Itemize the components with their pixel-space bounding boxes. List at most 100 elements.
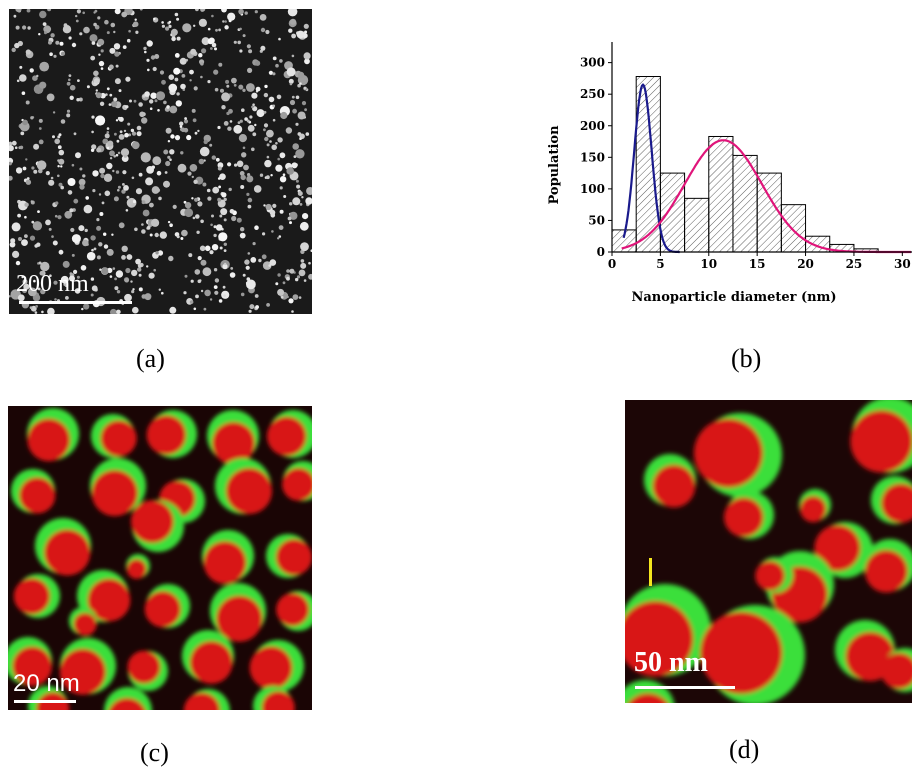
sem-particle <box>58 182 63 187</box>
sem-particle <box>106 162 113 170</box>
sem-particle <box>97 38 105 46</box>
sem-particle <box>136 131 142 137</box>
sem-particle <box>62 25 72 34</box>
sem-particle <box>215 224 223 231</box>
sem-particle <box>170 28 178 36</box>
sem-particle <box>106 127 110 130</box>
sem-particle <box>279 152 286 159</box>
sem-particle <box>146 40 153 47</box>
sem-particle <box>222 20 225 23</box>
sem-particle <box>241 152 247 158</box>
map-c-particles <box>8 408 312 710</box>
sem-particle <box>121 155 129 163</box>
sem-particle <box>181 61 185 65</box>
sem-particle <box>183 200 187 204</box>
sem-particle <box>106 87 110 91</box>
sem-particle <box>242 273 246 277</box>
sem-particle <box>124 277 129 283</box>
sem-particle <box>220 88 224 93</box>
sem-particle <box>227 162 232 167</box>
sem-particle <box>229 272 236 278</box>
sem-particle <box>25 179 32 185</box>
sem-particle <box>22 119 28 126</box>
sem-particle <box>184 208 194 218</box>
sem-particle <box>17 294 25 302</box>
sem-particle <box>141 200 146 205</box>
sem-particle <box>272 56 277 61</box>
sem-particle <box>279 59 283 63</box>
sem-particle <box>118 134 125 140</box>
sem-particle <box>266 303 270 307</box>
caption-b: (b) <box>731 344 762 373</box>
sem-particle <box>289 202 293 206</box>
sem-particle <box>137 267 142 272</box>
sem-particle <box>17 213 21 218</box>
sem-particle <box>24 215 27 219</box>
sem-particle <box>308 273 312 280</box>
sem-particle <box>195 9 199 12</box>
particle-red-core <box>130 500 174 543</box>
sem-particle <box>145 177 154 186</box>
particle-red-core <box>73 612 97 636</box>
sem-particle <box>297 83 301 88</box>
sem-particle <box>60 275 69 284</box>
sem-particle <box>151 186 160 194</box>
sem-particle <box>73 198 79 204</box>
sem-particle <box>226 84 230 88</box>
sem-particle <box>242 34 246 38</box>
sem-particle <box>233 124 243 134</box>
sem-particle <box>176 235 180 239</box>
sem-particle <box>149 233 153 237</box>
sem-particle <box>221 9 227 13</box>
sem-particle <box>106 31 110 35</box>
sem-particle <box>11 140 17 146</box>
sem-particle <box>199 245 206 252</box>
sem-particle <box>74 288 81 294</box>
sem-particle <box>79 167 83 171</box>
sem-particle <box>129 99 132 103</box>
sem-particle <box>301 196 304 199</box>
sem-particle <box>299 221 309 231</box>
sem-particle <box>286 295 289 299</box>
sem-particle <box>240 292 245 297</box>
sem-particle <box>132 199 137 204</box>
sem-particle <box>113 155 116 158</box>
sem-particle <box>126 38 131 43</box>
sem-particle <box>104 190 111 197</box>
sem-particle <box>54 214 58 218</box>
sem-particle <box>203 307 207 311</box>
sem-particle <box>159 70 165 75</box>
sem-particle <box>247 252 251 255</box>
sem-particle <box>303 52 311 60</box>
sem-particle <box>143 46 147 51</box>
caption-c: (c) <box>140 738 169 767</box>
sem-particle <box>114 51 120 57</box>
sem-particle <box>132 306 139 314</box>
sem-particle <box>21 239 28 247</box>
sem-particle <box>217 177 221 180</box>
sem-particle <box>20 131 25 136</box>
sem-particle <box>126 254 133 260</box>
sem-particle <box>189 300 194 304</box>
particle-red-core <box>216 595 263 642</box>
x-axis-title: Nanoparticle diameter (nm) <box>631 290 836 305</box>
sem-particle <box>277 273 281 277</box>
sem-particle <box>94 9 98 13</box>
sem-particle <box>38 33 41 36</box>
sem-particle <box>167 140 171 143</box>
sem-particle <box>170 134 175 139</box>
sem-particle <box>58 249 64 255</box>
sem-particle <box>218 28 222 32</box>
sem-particle <box>218 232 228 242</box>
y-tick-label: 150 <box>580 150 605 164</box>
sem-particle <box>181 229 188 237</box>
y-tick-label: 200 <box>580 119 605 133</box>
sem-particle <box>102 138 109 145</box>
sem-particle <box>184 274 188 278</box>
sem-particle <box>117 185 121 189</box>
sem-particle <box>156 170 162 176</box>
sem-particle <box>38 127 42 130</box>
sem-particle <box>278 235 282 238</box>
sem-particle <box>214 87 219 92</box>
sem-particle <box>82 174 86 178</box>
